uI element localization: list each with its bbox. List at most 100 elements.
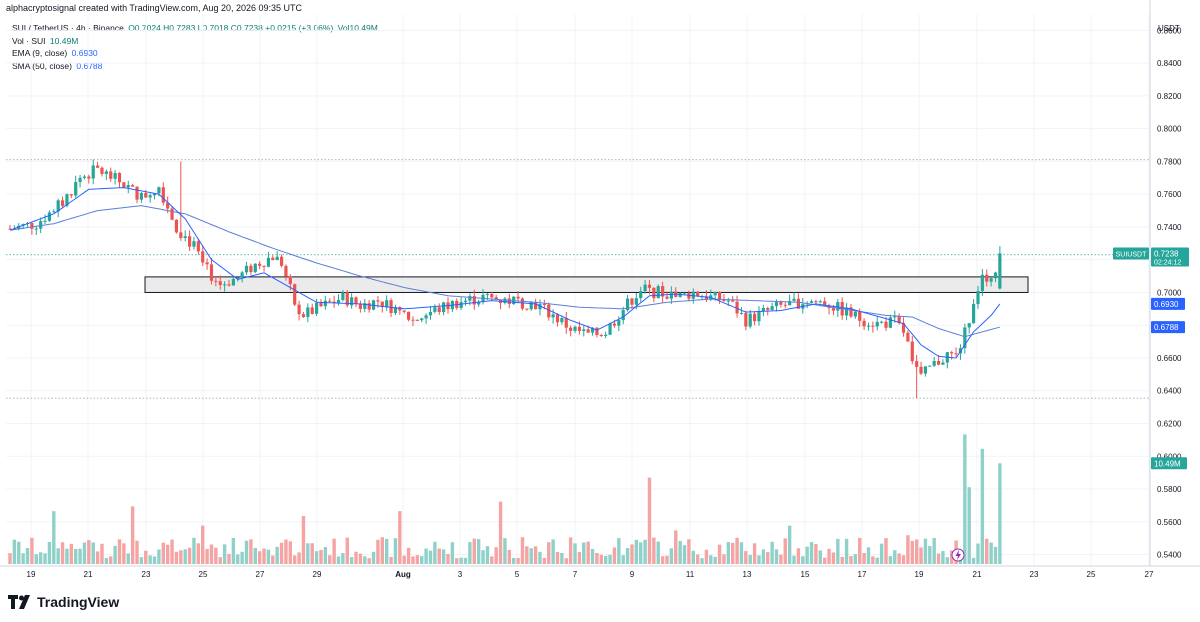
volume-bar xyxy=(849,556,853,564)
volume-bar xyxy=(577,552,582,564)
symbol-tag-bg xyxy=(1113,247,1149,260)
legend-symbol-row[interactable]: SUI / TetherUS · 4h · Binance O0.7024 H0… xyxy=(12,22,378,35)
dotted-levels xyxy=(6,159,1150,399)
volume-bar xyxy=(914,539,919,564)
volume-bar xyxy=(288,541,293,564)
legend-vol-row[interactable]: Vol · SUI 10.49M xyxy=(12,35,378,48)
candle-body xyxy=(87,176,91,179)
candle-body xyxy=(393,307,398,314)
candle-body xyxy=(696,291,700,297)
volume-bar xyxy=(888,556,893,564)
candle-body xyxy=(551,314,555,318)
legend-sma-row[interactable]: SMA (50, close) 0.6788 xyxy=(12,60,378,73)
time-tick-label: 7 xyxy=(573,570,578,579)
candle-body xyxy=(428,311,433,316)
candle-body xyxy=(104,171,108,174)
price-tick-label: 0.7800 xyxy=(1157,157,1182,166)
volume-bar xyxy=(993,546,998,564)
volume-bar xyxy=(660,556,665,564)
time-tick-label: 19 xyxy=(27,570,36,579)
volume-bar xyxy=(468,542,472,564)
candle-body xyxy=(117,173,122,183)
candle-body xyxy=(985,274,989,282)
legend-sma-value: 0.6788 xyxy=(76,60,103,71)
candle-body xyxy=(262,265,266,267)
legend-symbol[interactable]: SUI / TetherUS · 4h · Binance xyxy=(12,23,124,33)
price-tick-label: 0.6400 xyxy=(1157,387,1182,396)
volume-bar xyxy=(634,539,639,564)
time-tick-label: 17 xyxy=(858,570,867,579)
candle-body xyxy=(223,284,227,286)
volume-bar xyxy=(792,555,796,564)
candle-body xyxy=(306,307,310,317)
candle-body xyxy=(135,186,139,200)
volume-bar xyxy=(770,541,774,564)
volume-bar xyxy=(314,551,319,564)
volume-bar xyxy=(796,548,801,564)
volume-bar xyxy=(503,538,507,564)
candle-body xyxy=(507,298,511,305)
volume-bar xyxy=(976,543,980,564)
candle-body xyxy=(963,327,967,349)
candle-body xyxy=(735,301,739,314)
candle-body xyxy=(139,192,143,200)
candle-body xyxy=(967,323,971,328)
volume-bar xyxy=(722,554,726,564)
volume-bar xyxy=(8,553,12,564)
volume-bar xyxy=(12,539,17,564)
time-tick-label: 27 xyxy=(1145,570,1154,579)
volume-bar xyxy=(218,557,222,564)
volume-bar xyxy=(60,542,65,564)
volume-bar xyxy=(779,554,783,564)
candle-body xyxy=(209,264,214,281)
volume-bar xyxy=(950,550,954,564)
candle-body xyxy=(529,301,533,310)
candle-body xyxy=(753,313,757,322)
price-tick-label: 0.7600 xyxy=(1157,190,1182,199)
tradingview-logo[interactable]: TradingView xyxy=(8,594,119,610)
candle-body xyxy=(717,291,722,301)
candle-body xyxy=(713,291,717,296)
support-resistance-zone[interactable] xyxy=(144,276,1029,293)
sma-tag-text: 0.6788 xyxy=(1154,323,1179,332)
last-price-tag-bg xyxy=(1151,247,1189,267)
volume-bar xyxy=(879,543,884,564)
price-tick-label: 0.7400 xyxy=(1157,223,1182,232)
legend-ema-row[interactable]: EMA (9, close) 0.6930 xyxy=(12,47,378,60)
lightning-icon-glyph xyxy=(955,550,961,560)
volume-bar xyxy=(341,553,345,564)
time-tick-label: Aug xyxy=(395,570,411,579)
price-tick-label: 0.6200 xyxy=(1157,419,1182,428)
volume-bar xyxy=(647,477,652,564)
time-tick-label: 23 xyxy=(142,570,151,579)
volume-bar xyxy=(818,550,822,564)
candle-body xyxy=(433,307,437,312)
price-tick-label: 0.5800 xyxy=(1157,485,1182,494)
candle-body xyxy=(293,284,297,305)
volume-bar xyxy=(328,555,332,564)
time-axis[interactable]: 19 21 23 25 27 29 Aug 3 5 7 9 11 13 15 17 19 21 23 25 27 xyxy=(0,565,1200,579)
volume-bar xyxy=(687,539,691,564)
candle-body xyxy=(253,263,257,273)
candle-body xyxy=(472,296,476,305)
candle-body xyxy=(560,318,564,323)
volume-bar xyxy=(43,553,47,564)
candle-body xyxy=(415,319,419,321)
candle-body xyxy=(78,177,82,183)
volume-bar xyxy=(205,548,209,564)
time-tick-label: 23 xyxy=(1030,570,1039,579)
volume-bar xyxy=(844,538,849,564)
volume-bar xyxy=(165,544,170,564)
last-price-tag-text: 0.7238 xyxy=(1154,249,1179,258)
candle-body xyxy=(424,315,428,319)
candle-body xyxy=(244,265,249,273)
sma50-line xyxy=(9,205,1001,338)
candle-body xyxy=(774,302,779,307)
candle-body xyxy=(485,294,490,296)
volume-bar xyxy=(739,542,744,564)
volume-bar xyxy=(748,554,752,564)
volume-bar xyxy=(78,548,82,564)
volume-bar xyxy=(297,552,301,564)
